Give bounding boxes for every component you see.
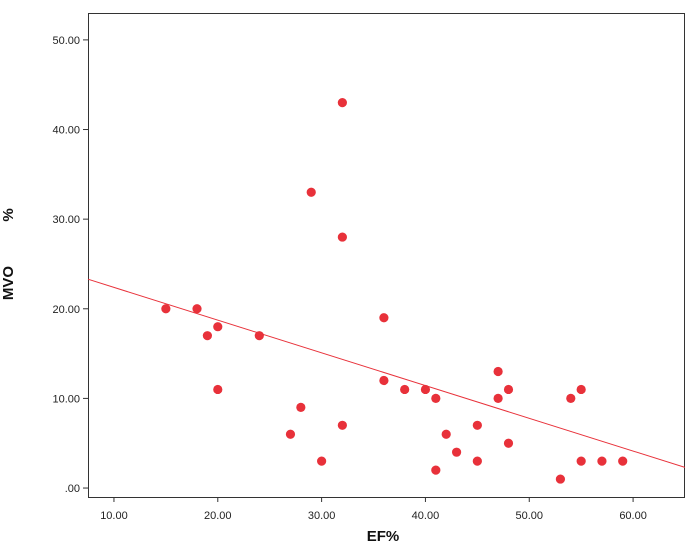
regression-line [87,278,685,468]
data-point [337,420,347,430]
plot-area-border [88,13,685,498]
data-point [503,384,514,395]
data-point [576,384,586,395]
data-point [337,98,347,108]
data-point [576,456,586,466]
fit-line-group [87,278,685,468]
data-point [493,393,503,404]
data-point [451,447,462,457]
data-point [618,456,628,466]
x-tick-label: 60.00 [619,510,647,522]
x-tick-label: 50.00 [515,510,543,522]
data-point [379,313,389,323]
x-tick-label: 40.00 [412,510,440,522]
data-point [337,232,347,242]
data-point [597,456,607,466]
x-axis: 10.00 20.00 30.00 40.00 50.00 60.00 [100,497,647,522]
data-point [431,393,441,404]
data-points [161,98,628,484]
data-point [296,402,306,412]
y-axis-title-unit: % [0,208,17,221]
data-point [213,322,223,332]
data-point [472,420,482,430]
y-tick-label: 10.00 [52,393,80,405]
x-tick-label: 30.00 [308,510,336,522]
data-point [379,375,389,386]
data-point [472,456,482,466]
y-tick-label: .00 [65,483,80,495]
data-point [161,304,171,314]
x-tick-label: 20.00 [204,510,232,522]
y-axis-title: MVO [0,266,17,301]
data-point [400,384,410,395]
data-point [254,331,264,341]
plot-frame [88,13,685,498]
data-point [441,429,451,439]
data-point [420,384,431,395]
data-point [555,474,566,484]
y-tick-label: 20.00 [52,304,80,316]
x-axis-title: EF% [367,528,400,545]
y-tick-label: 50.00 [52,35,80,47]
y-tick-label: 40.00 [52,125,80,137]
y-axis: .00 10.00 20.00 30.00 40.00 50.00 [52,35,88,495]
x-tick-label: 10.00 [100,510,128,522]
y-tick-label: 30.00 [52,214,80,226]
data-point [192,304,202,314]
data-point [213,384,223,395]
data-point [566,393,576,404]
data-point [493,366,503,377]
data-point [202,331,212,341]
data-point [285,429,296,439]
data-point [431,465,441,475]
data-point [306,187,316,197]
data-point [503,438,514,448]
data-point [317,456,327,466]
